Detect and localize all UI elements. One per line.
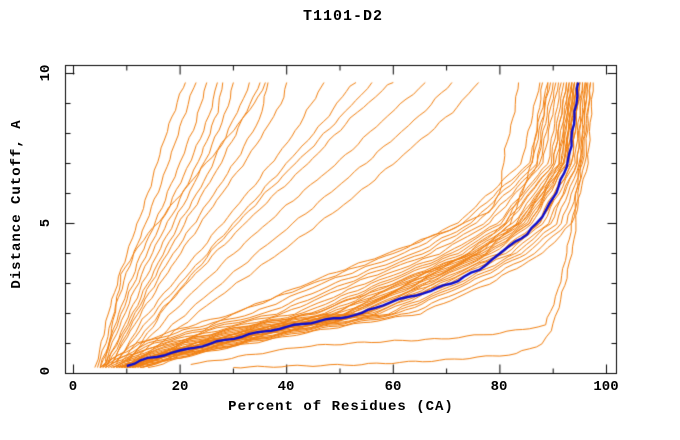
x-tick-label-100: 100 xyxy=(593,379,619,395)
y-tick-label-5: 5 xyxy=(38,218,54,228)
chart-title: T1101-D2 xyxy=(302,8,384,25)
x-tick-label-40: 40 xyxy=(277,379,295,395)
x-tick-label-80: 80 xyxy=(490,379,508,395)
x-tick-label-20: 20 xyxy=(171,379,189,395)
x-axis-label: Percent of Residues (CA) xyxy=(228,399,454,415)
x-tick-label-60: 60 xyxy=(384,379,402,395)
y-tick-label-0: 0 xyxy=(38,366,54,376)
x-tick-label-0: 0 xyxy=(68,379,78,395)
y-tick-label-10: 10 xyxy=(38,64,54,82)
y-axis-label: Distance Cutoff, A xyxy=(9,119,25,289)
